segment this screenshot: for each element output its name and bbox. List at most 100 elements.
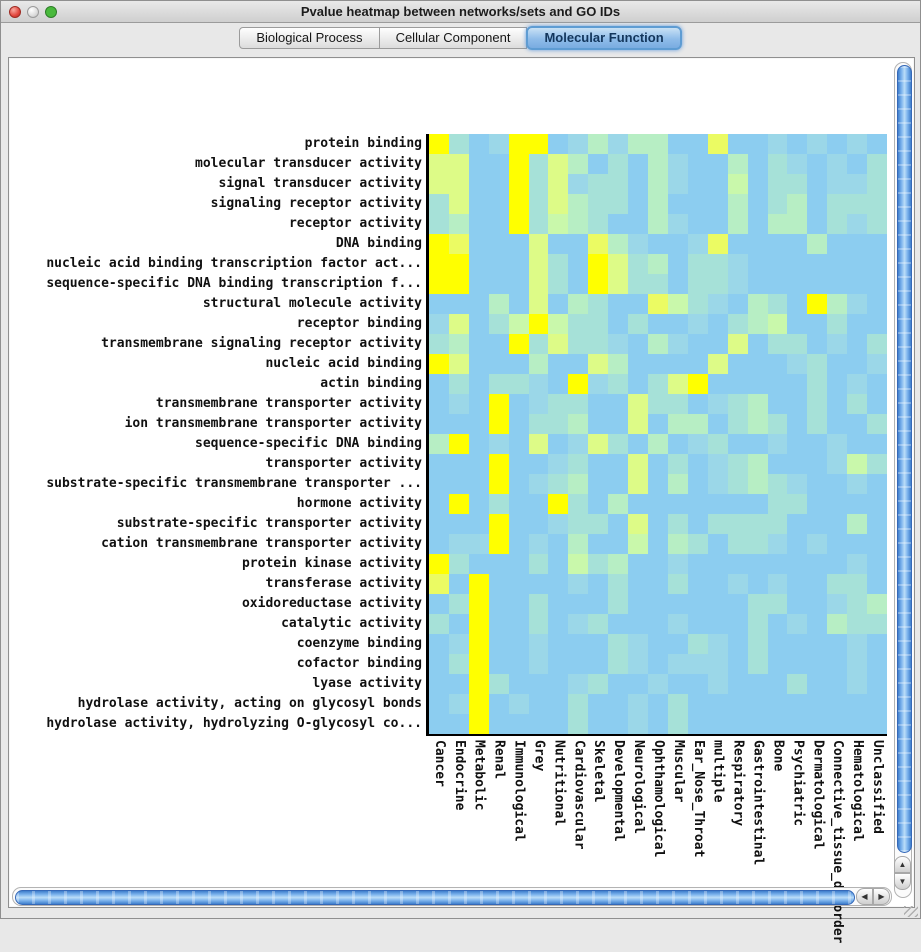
heatmap-cell bbox=[448, 254, 469, 274]
y-axis-line bbox=[426, 134, 429, 736]
heatmap-cell bbox=[727, 694, 748, 714]
heatmap-cell bbox=[867, 474, 887, 494]
heatmap-cell bbox=[648, 374, 668, 394]
row-label: actin binding bbox=[320, 376, 422, 391]
heatmap-cell bbox=[687, 154, 708, 174]
scroll-down-button[interactable]: ▼ bbox=[894, 873, 911, 890]
heatmap-cell bbox=[827, 654, 848, 674]
heatmap-cell bbox=[568, 394, 589, 414]
heatmap-cell bbox=[608, 474, 629, 494]
arrow-up-icon: ▲ bbox=[898, 860, 907, 869]
heatmap-cell bbox=[429, 134, 449, 154]
heatmap-cell bbox=[847, 354, 868, 374]
heatmap-cell bbox=[448, 474, 469, 494]
heatmap-cell bbox=[747, 514, 768, 534]
heatmap-cell bbox=[648, 194, 668, 214]
heatmap-cell bbox=[727, 514, 748, 534]
heatmap-cell bbox=[608, 174, 629, 194]
heatmap-cell bbox=[608, 594, 629, 614]
heatmap-cell bbox=[727, 614, 748, 634]
heatmap-cell bbox=[548, 174, 569, 194]
heatmap-cell bbox=[648, 354, 668, 374]
heatmap-cell bbox=[847, 694, 868, 714]
heatmap-cell bbox=[568, 674, 589, 694]
heatmap-cell bbox=[787, 354, 808, 374]
scroll-left-button[interactable]: ◀ bbox=[856, 888, 873, 905]
heatmap-cell bbox=[628, 654, 649, 674]
vertical-scrollbar-thumb[interactable] bbox=[896, 65, 912, 853]
heatmap-cell bbox=[867, 274, 887, 294]
zoom-window-icon[interactable] bbox=[45, 6, 57, 18]
heatmap-cell bbox=[667, 554, 688, 574]
window-titlebar[interactable]: Pvalue heatmap between networks/sets and… bbox=[1, 1, 920, 23]
heatmap-cell bbox=[588, 494, 609, 514]
heatmap-cell bbox=[727, 494, 748, 514]
heatmap-cell bbox=[588, 614, 609, 634]
heatmap-cell bbox=[528, 154, 549, 174]
vertical-scrollbar[interactable] bbox=[894, 62, 912, 898]
tab-molecular-function[interactable]: Molecular Function bbox=[526, 26, 682, 50]
heatmap-cell bbox=[448, 654, 469, 674]
heatmap-cell bbox=[747, 654, 768, 674]
heatmap-cell bbox=[648, 614, 668, 634]
heatmap-cell bbox=[548, 194, 569, 214]
heatmap-cell bbox=[508, 154, 529, 174]
heatmap-cell bbox=[747, 354, 768, 374]
heatmap-cell bbox=[548, 694, 569, 714]
heatmap-cell bbox=[867, 234, 887, 254]
heatmap-cell bbox=[548, 634, 569, 654]
heatmap-cell bbox=[608, 354, 629, 374]
heatmap-cell bbox=[448, 454, 469, 474]
heatmap-cell bbox=[807, 234, 828, 254]
horizontal-scrollbar-thumb[interactable] bbox=[15, 889, 855, 905]
tab-biological-process[interactable]: Biological Process bbox=[239, 27, 380, 49]
heatmap-cell bbox=[488, 714, 509, 734]
heatmap-cell bbox=[588, 394, 609, 414]
minimize-window-icon[interactable] bbox=[27, 6, 39, 18]
heatmap-cell bbox=[687, 694, 708, 714]
heatmap-cell bbox=[787, 634, 808, 654]
heatmap-cell bbox=[747, 254, 768, 274]
heatmap-cell bbox=[548, 654, 569, 674]
heatmap-cell bbox=[747, 274, 768, 294]
heatmap-cell bbox=[807, 414, 828, 434]
heatmap-cell bbox=[488, 374, 509, 394]
scroll-right-button[interactable]: ▶ bbox=[873, 888, 890, 905]
heatmap-cell bbox=[468, 214, 489, 234]
heatmap-cell bbox=[687, 374, 708, 394]
heatmap-cell bbox=[727, 254, 748, 274]
heatmap-cell bbox=[667, 514, 688, 534]
heatmap-cell bbox=[448, 634, 469, 654]
heatmap-cell bbox=[667, 214, 688, 234]
resize-grip-icon[interactable] bbox=[904, 906, 918, 917]
heatmap-cell bbox=[528, 454, 549, 474]
heatmap-cell bbox=[687, 674, 708, 694]
heatmap-cell bbox=[847, 474, 868, 494]
horizontal-scrollbar[interactable] bbox=[12, 887, 892, 906]
heatmap-cell bbox=[468, 134, 489, 154]
heatmap-cell bbox=[508, 654, 529, 674]
arrow-down-icon: ▼ bbox=[898, 877, 907, 886]
scroll-up-button[interactable]: ▲ bbox=[894, 856, 911, 873]
heatmap-cell bbox=[548, 134, 569, 154]
heatmap-cell bbox=[508, 254, 529, 274]
column-label: Ophthamological bbox=[650, 740, 666, 858]
heatmap-cell bbox=[867, 514, 887, 534]
column-label: Immunological bbox=[511, 740, 527, 842]
heatmap-cell bbox=[568, 374, 589, 394]
heatmap-cell bbox=[827, 474, 848, 494]
heatmap-cell bbox=[548, 454, 569, 474]
heatmap-cell bbox=[807, 594, 828, 614]
heatmap-cell bbox=[588, 434, 609, 454]
heatmap-cell bbox=[727, 294, 748, 314]
heatmap-cell bbox=[528, 234, 549, 254]
heatmap-cell bbox=[528, 314, 549, 334]
heatmap-cell bbox=[867, 534, 887, 554]
heatmap-cell bbox=[687, 274, 708, 294]
close-window-icon[interactable] bbox=[9, 6, 21, 18]
heatmap-cell bbox=[448, 354, 469, 374]
heatmap-cell bbox=[747, 294, 768, 314]
heatmap-cell bbox=[867, 614, 887, 634]
tab-cellular-component[interactable]: Cellular Component bbox=[379, 27, 528, 49]
heatmap-cell bbox=[767, 434, 788, 454]
